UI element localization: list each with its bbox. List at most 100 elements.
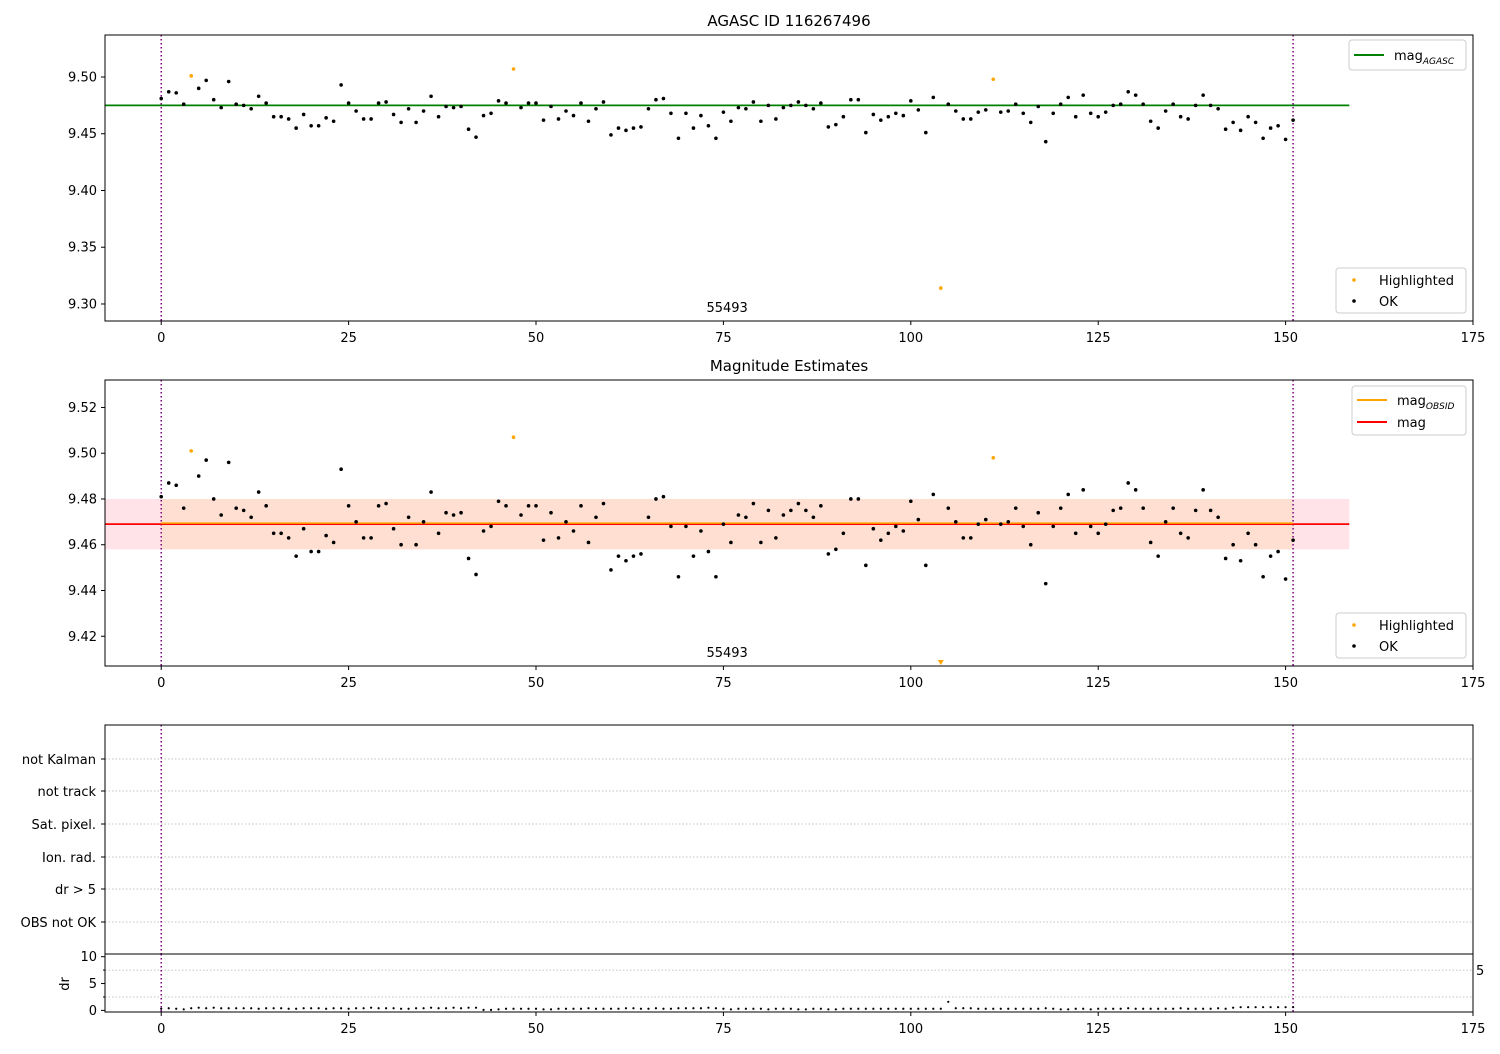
data-point: [639, 1007, 643, 1010]
data-point: [182, 1008, 185, 1011]
data-point: [534, 101, 538, 105]
data-point: [1118, 102, 1123, 107]
data-point: [264, 504, 268, 508]
data-point: [991, 77, 996, 82]
data-point: [347, 1007, 350, 1010]
data-point: [1058, 506, 1063, 510]
x-tick-label: 125: [1086, 1022, 1111, 1037]
data-point: [444, 104, 448, 109]
panel-dr: 0 25 50 75 100 125 150 175 0 5 10 dr 5: [58, 950, 1485, 1037]
data-point: [714, 574, 718, 579]
data-point: [452, 1006, 455, 1009]
data-point: [256, 490, 261, 494]
data-point: [729, 1008, 733, 1011]
data-point: [324, 533, 328, 538]
y-tick-label: 0: [89, 1004, 97, 1019]
data-point: [317, 1007, 320, 1010]
data-point: [631, 126, 636, 130]
data-point: [242, 1007, 245, 1010]
data-point: [661, 494, 666, 499]
data-point: [437, 1007, 440, 1010]
data-point: [384, 501, 388, 506]
data-point: [414, 120, 418, 125]
data-point: [677, 1007, 680, 1010]
data-point: [586, 119, 591, 124]
data-point: [1133, 488, 1138, 492]
data-point: [692, 1007, 695, 1010]
data-point: [789, 103, 793, 108]
data-point: [737, 1007, 740, 1010]
data-point: [736, 105, 741, 110]
data-point: [279, 114, 283, 119]
data-point: [909, 1007, 912, 1010]
data-point: [265, 1007, 268, 1010]
data-point: [1247, 1006, 1250, 1009]
flag-label: not track: [37, 785, 96, 800]
data-point: [1126, 89, 1130, 94]
data-point: [1223, 556, 1228, 561]
data-point: [849, 497, 853, 501]
data-point: [564, 1007, 568, 1010]
data-point: [646, 106, 651, 111]
data-point: [257, 1007, 260, 1010]
data-point: [302, 1007, 305, 1010]
data-point: [968, 117, 973, 121]
data-point: [1202, 1007, 1205, 1010]
data-point: [361, 117, 366, 121]
data-point: [519, 1007, 523, 1010]
data-point: [647, 1007, 650, 1010]
data-point: [774, 1007, 777, 1010]
x-tick-label: 75: [715, 331, 732, 346]
data-point: [286, 117, 291, 121]
data-point: [1208, 103, 1213, 108]
data-point: [1074, 1007, 1077, 1010]
data-point: [789, 1007, 792, 1010]
data-point: [804, 1008, 807, 1011]
x-tick-label: 0: [157, 331, 165, 346]
data-point: [189, 74, 194, 78]
data-point: [902, 1007, 905, 1010]
data-point: [256, 94, 261, 99]
data-point: [654, 97, 658, 102]
data-point: [444, 1007, 448, 1010]
data-point: [504, 1007, 508, 1010]
data-point: [519, 105, 523, 110]
data-point: [826, 125, 831, 129]
data-point: [864, 130, 868, 135]
data-point: [421, 109, 426, 113]
data-point: [1164, 1007, 1167, 1010]
data-point: [324, 116, 328, 120]
data-point: [864, 1007, 867, 1010]
y-tick-label: 9.50: [68, 70, 97, 85]
data-point: [962, 1007, 965, 1010]
data-point: [1028, 120, 1033, 125]
data-point: [856, 97, 861, 102]
data-point: [301, 526, 306, 531]
data-point: [466, 127, 471, 131]
data-point: [1172, 1007, 1175, 1010]
data-point: [1261, 574, 1265, 579]
data-point: [864, 563, 868, 568]
data-point: [834, 1008, 837, 1011]
data-point: [1201, 93, 1205, 97]
data-point: [714, 1007, 718, 1010]
data-point: [1217, 1007, 1220, 1010]
data-point: [511, 67, 516, 71]
data-point: [249, 515, 253, 520]
data-point: [534, 504, 538, 508]
data-point: [991, 455, 996, 460]
data-point: [684, 524, 688, 529]
data-point: [1111, 103, 1115, 108]
data-point: [399, 542, 403, 547]
legend-label-subscript: AGASC: [1422, 57, 1455, 67]
axes-frame: [104, 379, 1474, 667]
data-point: [879, 538, 883, 542]
data-point: [1028, 542, 1033, 547]
data-point: [684, 111, 688, 116]
data-point: [699, 113, 703, 118]
data-point: [1193, 508, 1198, 513]
data-point: [166, 89, 171, 94]
data-point: [1052, 1007, 1055, 1010]
data-point: [377, 1007, 380, 1010]
